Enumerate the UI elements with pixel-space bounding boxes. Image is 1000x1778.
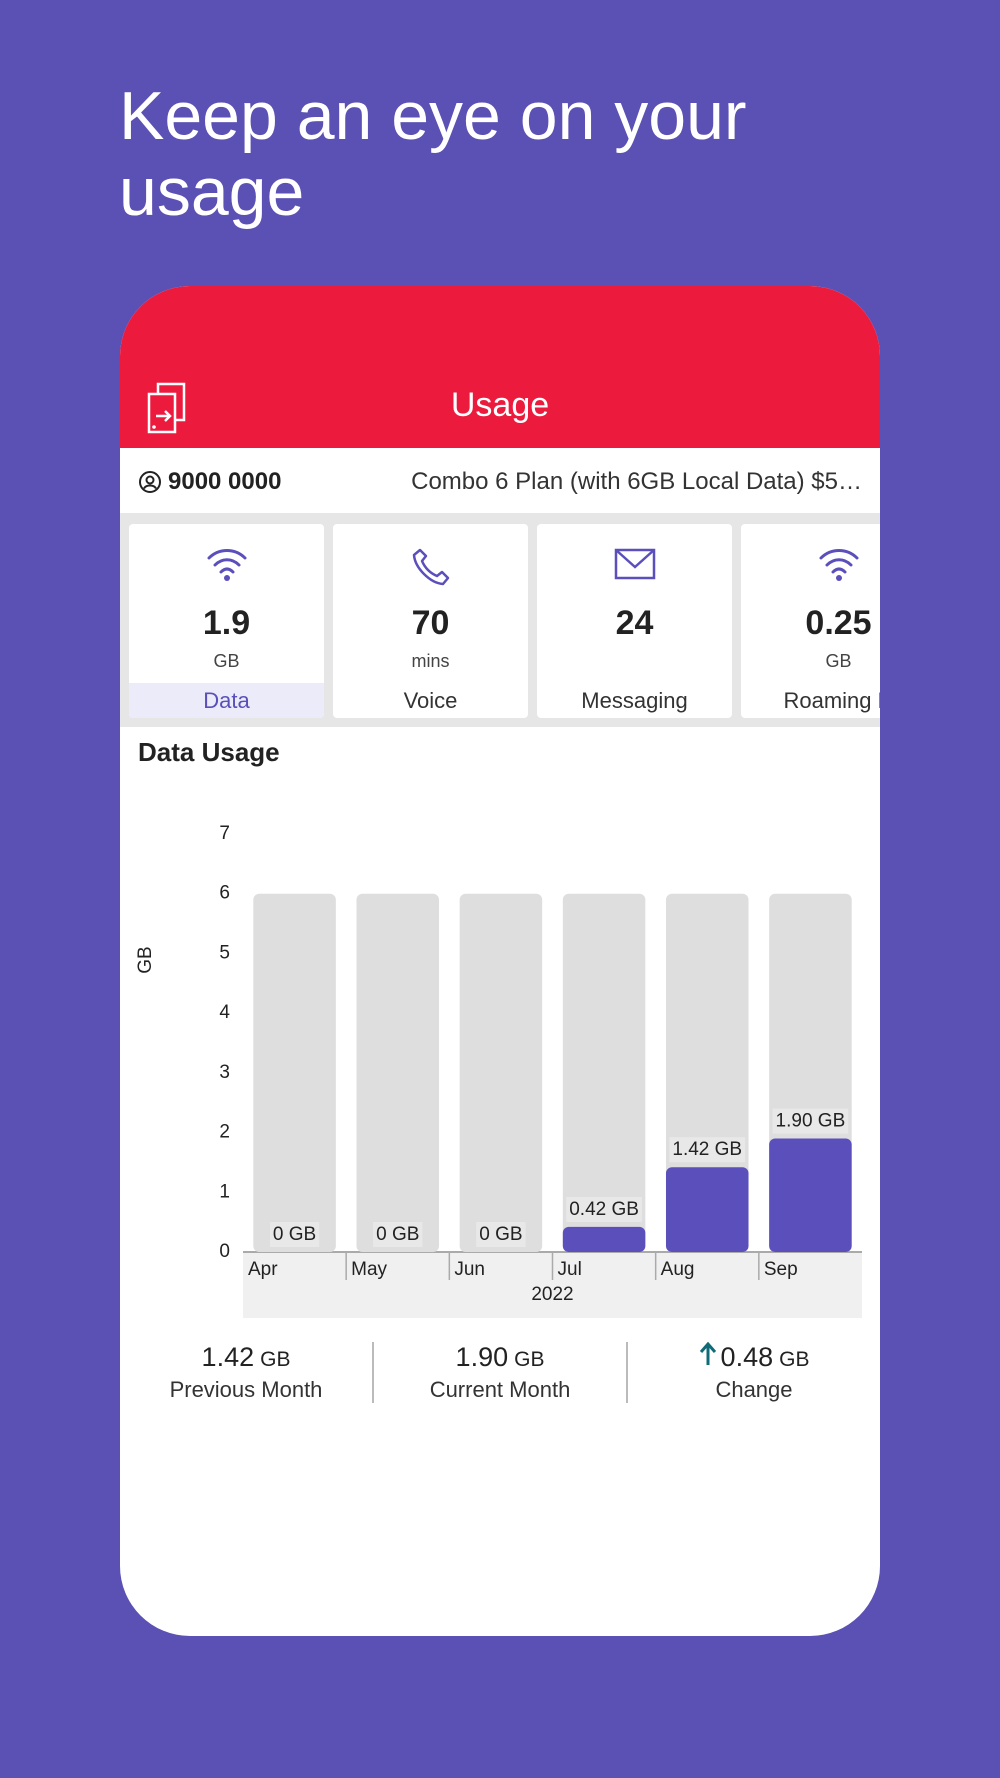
allowance-bar xyxy=(459,893,543,1252)
tile-label: Messaging xyxy=(581,688,688,713)
switch-icon[interactable] xyxy=(146,382,190,434)
wifi-icon xyxy=(819,549,859,581)
tile[interactable]: 1.9 GB Data xyxy=(129,524,324,718)
summary-unit: GB xyxy=(260,1348,291,1371)
account-row[interactable]: 9000 0000 Combo 6 Plan (with 6GB Local D… xyxy=(120,448,880,513)
allowance-bar xyxy=(356,893,440,1252)
value-label: 1.90 GB xyxy=(776,1111,846,1132)
headline: Keep an eye on your usage xyxy=(119,78,747,230)
value-label: 0 GB xyxy=(273,1224,316,1245)
x-tick-label: Aug xyxy=(661,1259,695,1280)
phone-screen: Usage 9000 0000 Combo 6 Plan (with 6GB L… xyxy=(120,286,880,1636)
x-tick-label: Apr xyxy=(248,1259,278,1280)
tile-label: Roaming D xyxy=(783,688,880,713)
tile-value: 1.9 xyxy=(202,604,251,642)
user-icon xyxy=(139,471,161,493)
tile-unit: mins xyxy=(411,651,450,671)
tile-unit: GB xyxy=(213,651,240,671)
chart: Data Usage GB 0 1 2 3 4 5 6 7 Apr 0 GB May 0 GB Jun 0… xyxy=(135,737,862,1318)
y-tick-label: 6 xyxy=(219,883,230,904)
bar xyxy=(769,1138,852,1252)
y-tick-label: 1 xyxy=(219,1181,230,1202)
value-label-bg xyxy=(269,1222,320,1248)
value-label-bg xyxy=(476,1222,526,1248)
value-label: 0.42 GB xyxy=(569,1199,639,1220)
app-bar: Usage xyxy=(120,286,880,448)
x-tick-label: Jun xyxy=(454,1259,485,1280)
summary-item: 1.90 GB Current Month xyxy=(372,1342,626,1403)
tile[interactable]: 24 Messaging xyxy=(537,524,732,718)
y-tick-label: 4 xyxy=(219,1002,230,1023)
x-group-label: 2022 xyxy=(531,1284,573,1305)
up-arrow-icon xyxy=(699,1341,716,1365)
y-tick-label: 0 xyxy=(219,1241,230,1262)
tile-label: Data xyxy=(129,683,324,718)
summary-unit: GB xyxy=(779,1348,810,1371)
value-label-bg xyxy=(373,1222,423,1248)
y-tick-label: 5 xyxy=(219,942,230,963)
summary-value: 1.90 xyxy=(455,1342,509,1372)
tile-value: 0.25 xyxy=(805,604,872,642)
tile[interactable]: 0.25 GB Roaming D xyxy=(741,524,880,718)
summary-label: Previous Month xyxy=(169,1377,323,1402)
summary: 1.42 GB Previous Month 1.90 GB Current Mon… xyxy=(120,1341,880,1403)
y-axis-label: GB xyxy=(135,946,156,973)
bar xyxy=(562,1226,646,1252)
y-tick-label: 7 xyxy=(219,823,230,844)
summary-value: 0.48 xyxy=(720,1342,774,1372)
value-label: 0 GB xyxy=(376,1224,419,1245)
summary-label: Change xyxy=(715,1377,793,1402)
tile-value: 70 xyxy=(411,604,450,642)
value-label: 0 GB xyxy=(479,1224,522,1245)
tile-unit: GB xyxy=(825,651,852,671)
x-tick-label: May xyxy=(351,1259,387,1280)
tile[interactable]: 70 mins Voice xyxy=(333,524,528,718)
x-tick-label: Sep xyxy=(764,1259,798,1280)
value-label-bg xyxy=(772,1108,849,1134)
y-tick-label: 3 xyxy=(219,1062,230,1083)
value-label: 1.42 GB xyxy=(672,1139,742,1160)
allowance-bar xyxy=(562,893,646,1252)
mail-icon xyxy=(614,548,656,580)
chart-title: Data Usage xyxy=(138,737,280,767)
allowance-bar xyxy=(253,893,336,1252)
allowance-bar xyxy=(665,893,749,1252)
x-tick-label: Jul xyxy=(558,1259,582,1280)
usage-tiles: 1.9 GB Data 70 mins Voice 24 Messaging 0… xyxy=(120,513,880,727)
tile-value: 24 xyxy=(615,604,654,642)
summary-value: 1.42 xyxy=(201,1342,255,1372)
value-label-bg xyxy=(566,1196,642,1222)
account-number: 9000 0000 xyxy=(168,468,282,495)
wifi-icon xyxy=(207,549,247,581)
summary-item: 1.42 GB Previous Month xyxy=(120,1342,372,1403)
plan-name: Combo 6 Plan (with 6GB Local Data) $5… xyxy=(411,468,862,495)
bar xyxy=(665,1167,749,1252)
value-label-bg xyxy=(669,1137,746,1163)
app-title: Usage xyxy=(450,386,550,424)
summary-unit: GB xyxy=(514,1348,545,1371)
y-tick-label: 2 xyxy=(219,1122,230,1143)
tile-label: Voice xyxy=(403,688,458,713)
summary-label: Current Month xyxy=(429,1377,571,1402)
summary-item: 0.48 GB Change xyxy=(626,1341,880,1403)
phone-icon xyxy=(412,548,450,586)
